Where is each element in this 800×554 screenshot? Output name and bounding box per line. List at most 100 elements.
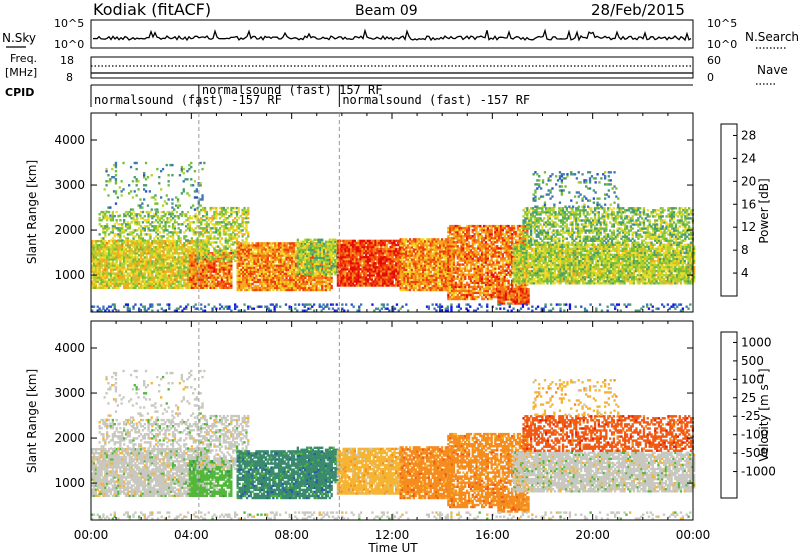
power-cell [108, 227, 110, 229]
power-cell [247, 217, 249, 219]
power-cell [134, 287, 136, 289]
power-cell [227, 207, 229, 209]
power-cell [202, 245, 204, 247]
power-cell [107, 174, 109, 176]
power-cell [173, 208, 175, 210]
power-cell [134, 176, 136, 178]
power-cell [143, 172, 145, 174]
power-cell [139, 198, 141, 200]
power-cell [119, 186, 121, 188]
power-cell [234, 254, 236, 256]
power-cell [136, 215, 138, 217]
power-cell [219, 229, 221, 231]
power-cell [156, 168, 158, 170]
power-cell [191, 237, 193, 239]
power-cell [109, 215, 111, 217]
power-cell [130, 190, 132, 192]
date-title: 28/Feb/2015 [591, 1, 685, 19]
power-cell [138, 221, 140, 223]
power-cell [194, 208, 196, 210]
power-cell [144, 215, 146, 217]
power-cell [193, 221, 195, 223]
power-cell [208, 247, 210, 249]
power-cell [162, 204, 164, 206]
power-cell [331, 273, 333, 275]
station-title: Kodiak (fitACF) [93, 0, 211, 19]
power-cell [132, 211, 134, 213]
nsky-tick-top: 10^5 [54, 17, 84, 30]
power-cell [124, 215, 126, 217]
power-cell [236, 213, 238, 215]
power-cell [145, 184, 147, 186]
power-cell [206, 211, 208, 213]
power-cell [181, 211, 183, 213]
power-cell [227, 251, 229, 253]
power-cell [99, 213, 101, 215]
power-cell [102, 237, 104, 239]
power-cell [132, 208, 134, 210]
power-cell [162, 168, 164, 170]
power-cell [193, 262, 195, 264]
power-cell [391, 280, 393, 282]
cpid-segment-label: normalsound (fast) -157 RF [342, 93, 530, 107]
power-cell [238, 235, 240, 237]
power-cell [168, 180, 170, 182]
power-cell [206, 213, 208, 215]
power-cell [105, 211, 107, 213]
power-cell [323, 251, 325, 253]
nsearch-label: N.Search [745, 30, 799, 44]
nsky-label: N.Sky [2, 31, 36, 45]
power-cell [196, 196, 198, 198]
power-cell [119, 219, 121, 221]
power-cell [106, 223, 108, 225]
power-cell [168, 221, 170, 223]
power-cell [325, 273, 327, 275]
power-cell [159, 231, 161, 233]
nave-tick-top: 60 [707, 54, 721, 67]
power-cell [122, 162, 124, 164]
power-cell [114, 239, 116, 241]
power-cell [104, 188, 106, 190]
power-cell [102, 211, 104, 213]
power-cell [119, 215, 121, 217]
power-cell [160, 170, 162, 172]
nsearch-tick-bottom: 10^0 [707, 38, 737, 51]
power-cell [179, 174, 181, 176]
power-cell [144, 229, 146, 231]
power-cell [190, 178, 192, 180]
power-cell [297, 239, 299, 241]
power-cell [144, 239, 146, 241]
power-cell [186, 178, 188, 180]
power-cell [99, 233, 101, 235]
power-cell [331, 285, 333, 287]
power-cell [185, 235, 187, 237]
power-cell [168, 174, 170, 176]
power-cell [114, 215, 116, 217]
power-cell [166, 194, 168, 196]
power-cell [158, 176, 160, 178]
power-cell [202, 262, 204, 264]
power-cell [156, 208, 158, 210]
power-cell [230, 213, 232, 215]
power-cell [194, 180, 196, 182]
power-cell [166, 202, 168, 204]
power-cell [171, 164, 173, 166]
power-cell [160, 196, 162, 198]
power-cell [215, 207, 217, 209]
power-cell [215, 287, 217, 289]
power-cell [116, 211, 118, 213]
power-cell [149, 237, 151, 239]
power-cell [147, 204, 149, 206]
power-cell [190, 162, 192, 164]
power-cell [105, 168, 107, 170]
power-cell [106, 229, 108, 231]
power-cell [196, 207, 198, 209]
power-cell [176, 211, 178, 213]
power-cell [184, 215, 186, 217]
power-cell [142, 211, 144, 213]
power-cell [247, 213, 249, 215]
power-cell [128, 184, 130, 186]
power-cell [163, 219, 165, 221]
power-cell [331, 277, 333, 279]
